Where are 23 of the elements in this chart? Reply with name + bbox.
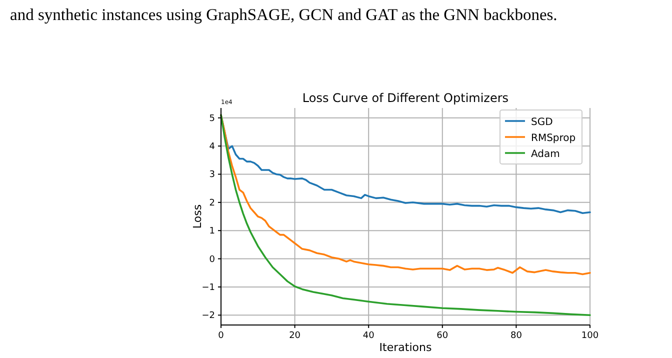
y-tick-label: 1 (209, 226, 215, 237)
y-axis-title: Loss (191, 204, 204, 229)
y-tick-label: 4 (209, 142, 216, 152)
y-tick-label: 5 (209, 114, 215, 124)
text: and synthetic instances using GraphSAGE, GCN and GAT as the GNN backbones. (10, 5, 558, 24)
x-tick-label: 0 (218, 331, 224, 341)
chart-title: Loss Curve of Different Optimizers (302, 91, 509, 105)
y-tick-label: −2 (202, 311, 215, 322)
legend-label: RMSprop (531, 133, 576, 144)
line-series (220, 114, 591, 316)
y-tick-label: 2 (209, 198, 215, 208)
x-tick-label: 60 (436, 331, 448, 341)
x-tick-label: 100 (581, 331, 599, 341)
x-axis-title: Iterations (379, 341, 432, 354)
x-tick-label: 80 (510, 331, 522, 341)
legend-label: SGD (531, 117, 554, 128)
legend-label: Adam (531, 149, 560, 160)
x-tick-label: 20 (289, 331, 301, 341)
y-tick-label: 3 (209, 170, 215, 180)
y-tick-label: −1 (202, 282, 215, 293)
y-tick-label: 0 (209, 254, 216, 265)
x-tick-label: 40 (362, 331, 375, 341)
line-series (220, 114, 591, 276)
